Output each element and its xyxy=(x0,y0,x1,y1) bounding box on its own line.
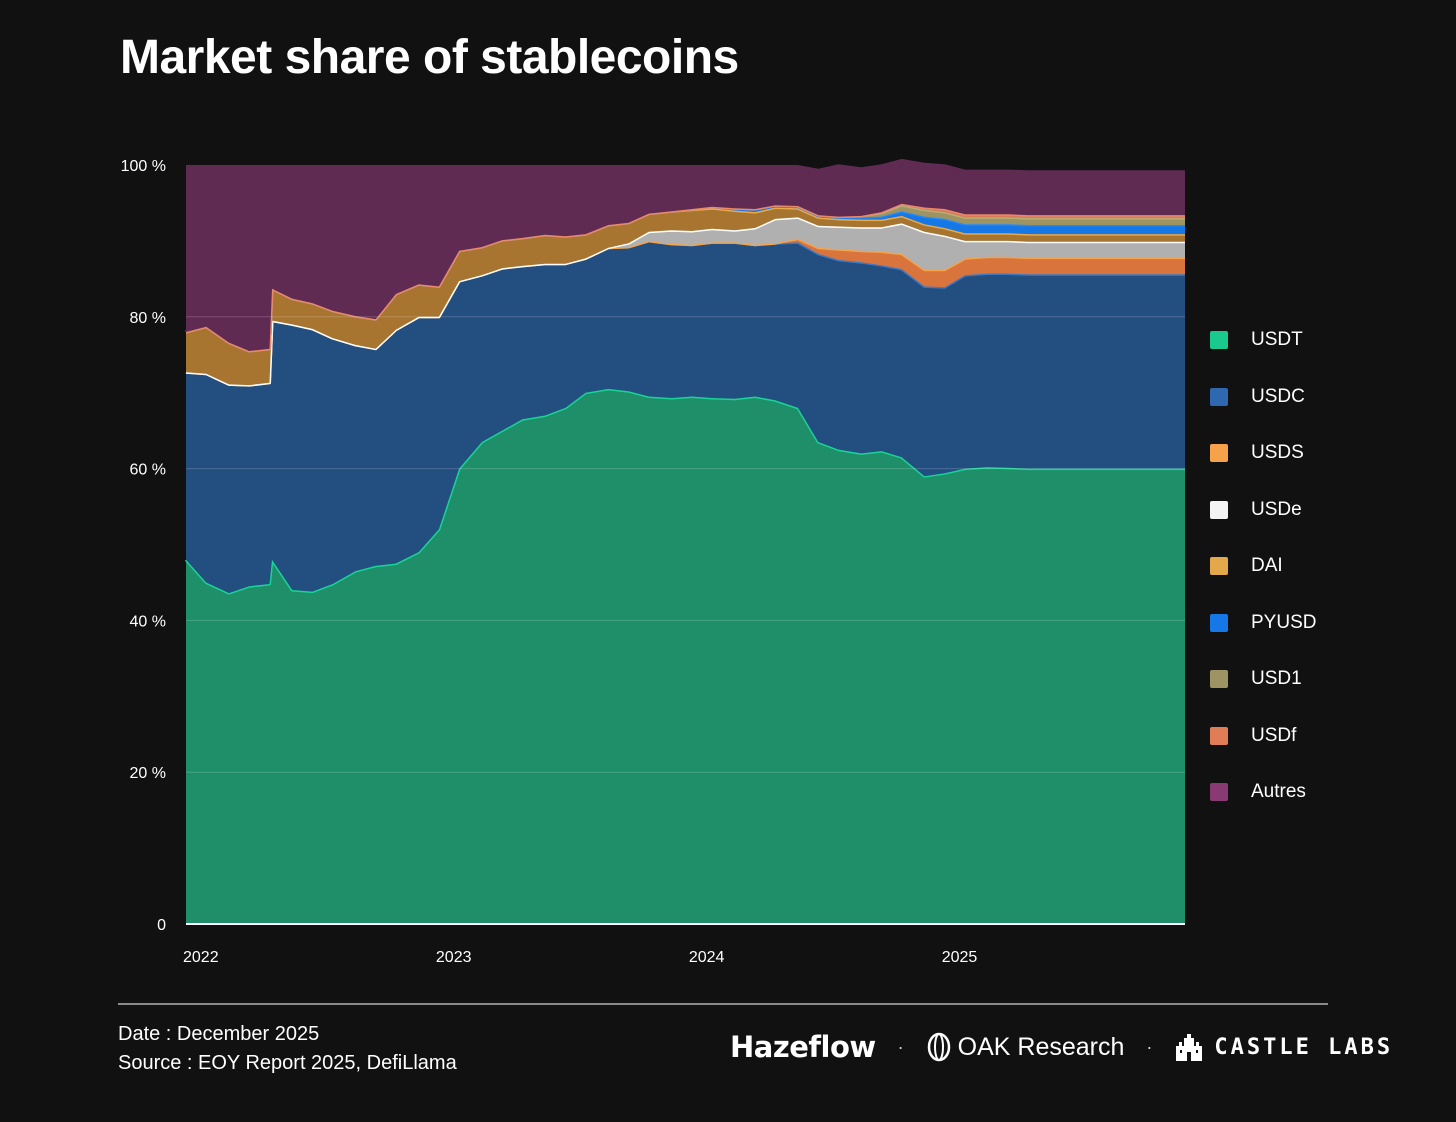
oak-leaf-icon xyxy=(927,1032,950,1062)
x-tick-label: 2023 xyxy=(436,949,472,966)
area-layers xyxy=(184,158,1185,924)
legend: USDT USDC USDS USDe DAI PYUSD USD1 USDf Autres xyxy=(1210,312,1316,821)
date-label: Date : December 2025 xyxy=(118,1023,320,1045)
source-label: Source : EOY Report 2025, DefiLlama xyxy=(118,1052,457,1074)
x-axis-ticks: 2022 2023 2024 2025 xyxy=(183,949,977,966)
area-usd1 xyxy=(186,205,1185,351)
oak-research-label: OAK Research xyxy=(957,1032,1125,1061)
brand-logos: Hazeflow · OAK Research · CASTLE LABS xyxy=(730,1028,1393,1066)
y-tick-label: 0 xyxy=(157,917,166,934)
legend-item-usdc: USDC xyxy=(1210,369,1316,426)
footer-divider xyxy=(118,1003,1328,1005)
legend-swatch xyxy=(1210,726,1228,745)
legend-label: USDC xyxy=(1251,385,1305,407)
oak-research-logo: OAK Research xyxy=(926,1032,1125,1062)
y-tick-label: 100 % xyxy=(121,158,166,175)
gridlines xyxy=(186,316,1185,925)
legend-swatch xyxy=(1210,670,1228,689)
legend-label: USDS xyxy=(1251,442,1304,464)
area-usdt xyxy=(186,388,1185,924)
legend-swatch xyxy=(1210,783,1228,802)
area-usdc xyxy=(186,240,1185,594)
area-usde xyxy=(186,217,1185,386)
legend-label: DAI xyxy=(1251,555,1283,577)
legend-item-pyusd: PYUSD xyxy=(1210,595,1316,652)
legend-label: USDT xyxy=(1251,329,1303,351)
legend-label: PYUSD xyxy=(1251,611,1317,633)
legend-label: USD1 xyxy=(1251,668,1302,690)
castle-labs-label: CASTLE LABS xyxy=(1214,1034,1394,1060)
legend-item-usdt: USDT xyxy=(1210,312,1316,369)
y-tick-label: 60 % xyxy=(130,462,166,479)
footer-meta: Date : December 2025 Source : EOY Report… xyxy=(118,1020,457,1078)
y-axis-ticks: 0 20 % 40 % 60 % 80 % 100 % xyxy=(121,158,166,934)
legend-swatch xyxy=(1210,387,1228,406)
legend-swatch xyxy=(1210,613,1228,632)
y-tick-label: 20 % xyxy=(130,765,166,782)
legend-label: USDe xyxy=(1251,498,1302,520)
x-tick-label: 2024 xyxy=(689,949,725,966)
separator-dot: · xyxy=(1146,1036,1153,1057)
legend-item-autres: Autres xyxy=(1210,764,1316,821)
y-tick-label: 40 % xyxy=(130,613,166,630)
legend-label: USDf xyxy=(1251,724,1297,746)
legend-swatch xyxy=(1210,557,1228,576)
legend-item-usdf: USDf xyxy=(1210,708,1316,765)
castle-icon xyxy=(1176,1034,1203,1061)
area-usds xyxy=(186,238,1185,386)
separator-dot: · xyxy=(897,1036,904,1057)
legend-item-usde: USDe xyxy=(1210,482,1316,539)
legend-item-usds: USDS xyxy=(1210,425,1316,482)
legend-label: Autres xyxy=(1251,781,1306,803)
hazeflow-logo: Hazeflow xyxy=(730,1030,876,1064)
legend-swatch xyxy=(1210,444,1228,463)
x-tick-label: 2022 xyxy=(183,949,219,966)
area-autres xyxy=(186,158,1185,351)
y-tick-label: 80 % xyxy=(130,310,166,327)
legend-swatch xyxy=(1210,500,1228,519)
castle-labs-logo: CASTLE LABS xyxy=(1174,1032,1393,1062)
legend-item-dai: DAI xyxy=(1210,538,1316,595)
x-tick-label: 2025 xyxy=(942,949,978,966)
legend-swatch xyxy=(1210,331,1228,350)
legend-item-usd1: USD1 xyxy=(1210,651,1316,708)
stacked-area-chart: 0 20 % 40 % 60 % 80 % 100 % 2022 2023 2024 2025 xyxy=(121,158,1185,966)
chart-title: Market share of stablecoins xyxy=(120,31,739,84)
